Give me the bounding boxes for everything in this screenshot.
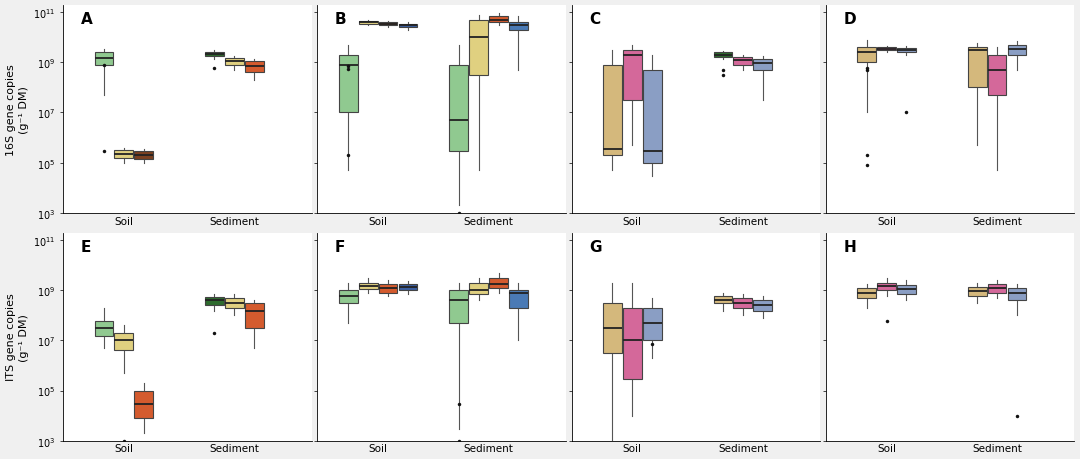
- Bar: [399, 24, 417, 28]
- Text: C: C: [589, 12, 600, 27]
- Bar: [449, 291, 468, 323]
- Bar: [134, 152, 153, 160]
- Text: D: D: [843, 12, 855, 27]
- Bar: [968, 48, 986, 88]
- Text: F: F: [335, 239, 345, 254]
- Bar: [1008, 46, 1026, 56]
- Bar: [245, 62, 264, 73]
- Bar: [897, 285, 916, 295]
- Bar: [988, 284, 1007, 293]
- Bar: [877, 283, 896, 291]
- Text: E: E: [80, 239, 91, 254]
- Bar: [489, 17, 508, 23]
- Bar: [114, 151, 133, 159]
- Bar: [754, 60, 772, 71]
- Bar: [623, 51, 642, 101]
- Text: A: A: [80, 12, 92, 27]
- Text: G: G: [589, 239, 602, 254]
- Bar: [1008, 289, 1026, 301]
- Bar: [968, 288, 986, 296]
- Y-axis label: ITS gene copies
(g⁻¹ DM): ITS gene copies (g⁻¹ DM): [5, 293, 29, 381]
- Bar: [988, 56, 1007, 96]
- Y-axis label: 16S gene copies
(g⁻¹ DM): 16S gene copies (g⁻¹ DM): [5, 64, 29, 155]
- Bar: [623, 308, 642, 379]
- Bar: [225, 59, 244, 66]
- Bar: [359, 22, 378, 24]
- Bar: [858, 48, 876, 63]
- Bar: [379, 284, 397, 293]
- Bar: [754, 301, 772, 311]
- Bar: [205, 53, 224, 57]
- Bar: [205, 297, 224, 306]
- Bar: [643, 308, 662, 341]
- Bar: [449, 66, 468, 151]
- Text: H: H: [843, 239, 856, 254]
- Text: B: B: [335, 12, 347, 27]
- Bar: [714, 296, 732, 304]
- Bar: [509, 291, 528, 308]
- Bar: [733, 298, 753, 308]
- Bar: [399, 285, 417, 291]
- Bar: [858, 289, 876, 298]
- Bar: [95, 321, 113, 336]
- Bar: [134, 391, 153, 418]
- Bar: [509, 23, 528, 31]
- Bar: [339, 291, 357, 304]
- Bar: [469, 283, 488, 295]
- Bar: [714, 53, 732, 57]
- Bar: [733, 58, 753, 66]
- Bar: [897, 49, 916, 53]
- Bar: [469, 21, 488, 76]
- Bar: [114, 333, 133, 351]
- Bar: [339, 56, 357, 113]
- Bar: [603, 304, 622, 354]
- Bar: [245, 304, 264, 329]
- Bar: [603, 66, 622, 156]
- Bar: [379, 23, 397, 26]
- Bar: [489, 279, 508, 289]
- Bar: [95, 53, 113, 66]
- Bar: [877, 48, 896, 51]
- Bar: [225, 298, 244, 308]
- Bar: [359, 283, 378, 290]
- Bar: [643, 71, 662, 163]
